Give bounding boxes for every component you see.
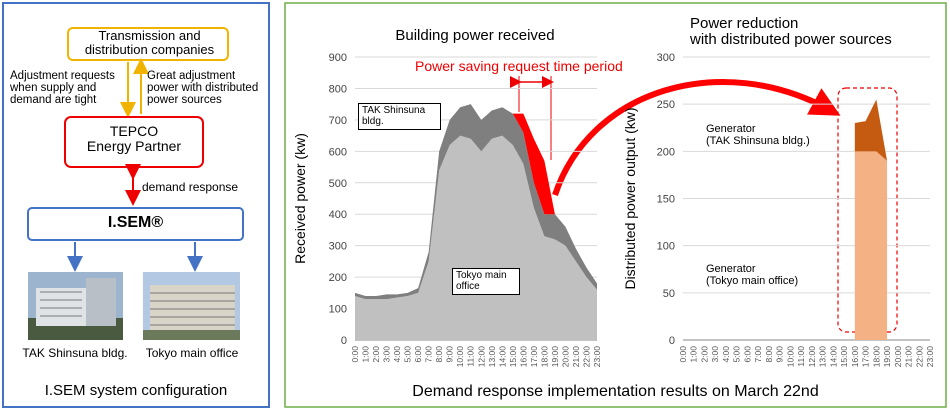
y-tick-label: 900 bbox=[329, 52, 347, 64]
x-tick-label: 17:00 bbox=[529, 346, 539, 368]
y-tick-label: 600 bbox=[329, 146, 347, 158]
isem-box bbox=[27, 207, 244, 241]
x-tick-label: 0:00 bbox=[350, 346, 360, 363]
x-tick-label: 1:00 bbox=[689, 346, 699, 363]
x-tick-label: 0:00 bbox=[678, 346, 688, 363]
area bbox=[355, 104, 597, 300]
x-tick-label: 12:00 bbox=[807, 346, 817, 368]
x-tick-label: 17:00 bbox=[861, 346, 871, 368]
x-tick-label: 16:00 bbox=[850, 346, 860, 368]
x-tick-label: 19:00 bbox=[550, 346, 560, 368]
x-tick-label: 5:00 bbox=[403, 346, 413, 363]
y-tick-label: 0 bbox=[341, 335, 347, 347]
y-tick-label: 200 bbox=[329, 272, 347, 284]
panel-title: I.SEM system configuration bbox=[44, 382, 228, 399]
x-tick-label: 15:00 bbox=[508, 346, 518, 368]
area bbox=[854, 99, 888, 161]
x-tick-label: 21:00 bbox=[571, 346, 581, 368]
y-tick-label: 800 bbox=[329, 83, 347, 95]
photo bbox=[28, 272, 123, 340]
y-tick-label: 400 bbox=[329, 209, 347, 221]
annotation: Power saving request time period bbox=[415, 58, 623, 74]
x-tick-label: 22:00 bbox=[581, 346, 591, 368]
y-tick-label: 100 bbox=[657, 241, 675, 253]
x-tick-label: 3:00 bbox=[710, 346, 720, 363]
x-tick-label: 7:00 bbox=[424, 346, 434, 363]
x-tick-label: 10:00 bbox=[455, 346, 465, 368]
x-tick-label: 22:00 bbox=[914, 346, 924, 368]
node-label: Transmission and distribution companies bbox=[84, 28, 215, 57]
x-tick-label: 14:00 bbox=[828, 346, 838, 368]
area bbox=[854, 151, 888, 340]
x-tick-label: 9:00 bbox=[775, 346, 785, 363]
x-tick-label: 20:00 bbox=[560, 346, 570, 368]
node-label: I.SEM® bbox=[107, 214, 164, 231]
x-tick-label: 4:00 bbox=[721, 346, 731, 363]
x-tick-label: 15:00 bbox=[839, 346, 849, 368]
chart-title: Power reduction with distributed power s… bbox=[690, 15, 892, 48]
series-label: Generator (Tokyo main office) bbox=[706, 263, 799, 287]
x-tick-label: 20:00 bbox=[893, 346, 903, 368]
x-tick-label: 7:00 bbox=[753, 346, 763, 363]
x-tick-label: 6:00 bbox=[742, 346, 752, 363]
arrow-label: demand response bbox=[142, 180, 239, 194]
y-axis-label: Received power (kw) bbox=[292, 133, 308, 264]
chart-1-decor bbox=[510, 76, 898, 333]
x-tick-label: 5:00 bbox=[732, 346, 742, 363]
left-panel bbox=[2, 2, 270, 408]
x-tick-label: 23:00 bbox=[925, 346, 935, 368]
x-tick-label: 11:00 bbox=[796, 346, 806, 367]
x-tick-label: 13:00 bbox=[487, 346, 497, 368]
x-tick-label: 1:00 bbox=[361, 346, 371, 363]
chart-title: Building power received bbox=[395, 27, 555, 44]
x-tick-label: 8:00 bbox=[434, 346, 444, 363]
right-panel bbox=[284, 2, 947, 408]
area bbox=[512, 113, 555, 215]
area bbox=[355, 135, 597, 340]
x-tick-label: 19:00 bbox=[882, 346, 892, 368]
x-tick-label: 10:00 bbox=[785, 346, 795, 368]
arrow-label: Great adjustment power with distributed … bbox=[147, 70, 259, 107]
y-tick-label: 0 bbox=[669, 335, 675, 347]
y-axis-label: Distributed power output (kw) bbox=[622, 107, 638, 289]
photo-caption: Tokyo main office bbox=[145, 346, 239, 360]
node-label: TEPCO Energy Partner bbox=[86, 123, 182, 154]
series-label: Tokyo main office bbox=[452, 268, 520, 295]
x-tick-label: 16:00 bbox=[518, 346, 528, 368]
y-tick-label: 700 bbox=[329, 115, 347, 127]
x-tick-label: 14:00 bbox=[497, 346, 507, 368]
x-tick-label: 12:00 bbox=[476, 346, 486, 368]
x-tick-label: 2:00 bbox=[699, 346, 709, 363]
y-tick-label: 300 bbox=[657, 52, 675, 64]
x-tick-label: 23:00 bbox=[592, 346, 602, 368]
series-label: Generator (TAK Shinsuna bldg.) bbox=[706, 123, 810, 147]
x-tick-label: 3:00 bbox=[382, 346, 392, 363]
y-tick-label: 500 bbox=[329, 178, 347, 190]
x-tick-label: 2:00 bbox=[371, 346, 381, 363]
x-tick-label: 13:00 bbox=[818, 346, 828, 368]
x-tick-label: 11:00 bbox=[466, 346, 476, 367]
x-tick-label: 8:00 bbox=[764, 346, 774, 363]
x-tick-label: 4:00 bbox=[392, 346, 402, 363]
arrow-label: Adjustment requests when supply and dema… bbox=[10, 70, 115, 107]
series-label: TAK Shinsuna bldg. bbox=[358, 103, 441, 130]
x-tick-label: 18:00 bbox=[539, 346, 549, 368]
x-tick-label: 9:00 bbox=[445, 346, 455, 363]
x-tick-label: 21:00 bbox=[904, 346, 914, 368]
y-tick-label: 150 bbox=[657, 194, 675, 206]
photo-caption: TAK Shinsuna bldg. bbox=[22, 346, 128, 360]
y-tick-label: 300 bbox=[329, 241, 347, 253]
y-tick-label: 50 bbox=[663, 288, 675, 300]
y-tick-label: 100 bbox=[329, 304, 347, 316]
x-tick-label: 6:00 bbox=[413, 346, 423, 363]
caption: Demand response implementation results o… bbox=[412, 383, 819, 400]
x-tick-label: 18:00 bbox=[871, 346, 881, 368]
y-tick-label: 200 bbox=[657, 146, 675, 158]
y-tick-label: 250 bbox=[657, 99, 675, 111]
photo bbox=[143, 272, 240, 340]
